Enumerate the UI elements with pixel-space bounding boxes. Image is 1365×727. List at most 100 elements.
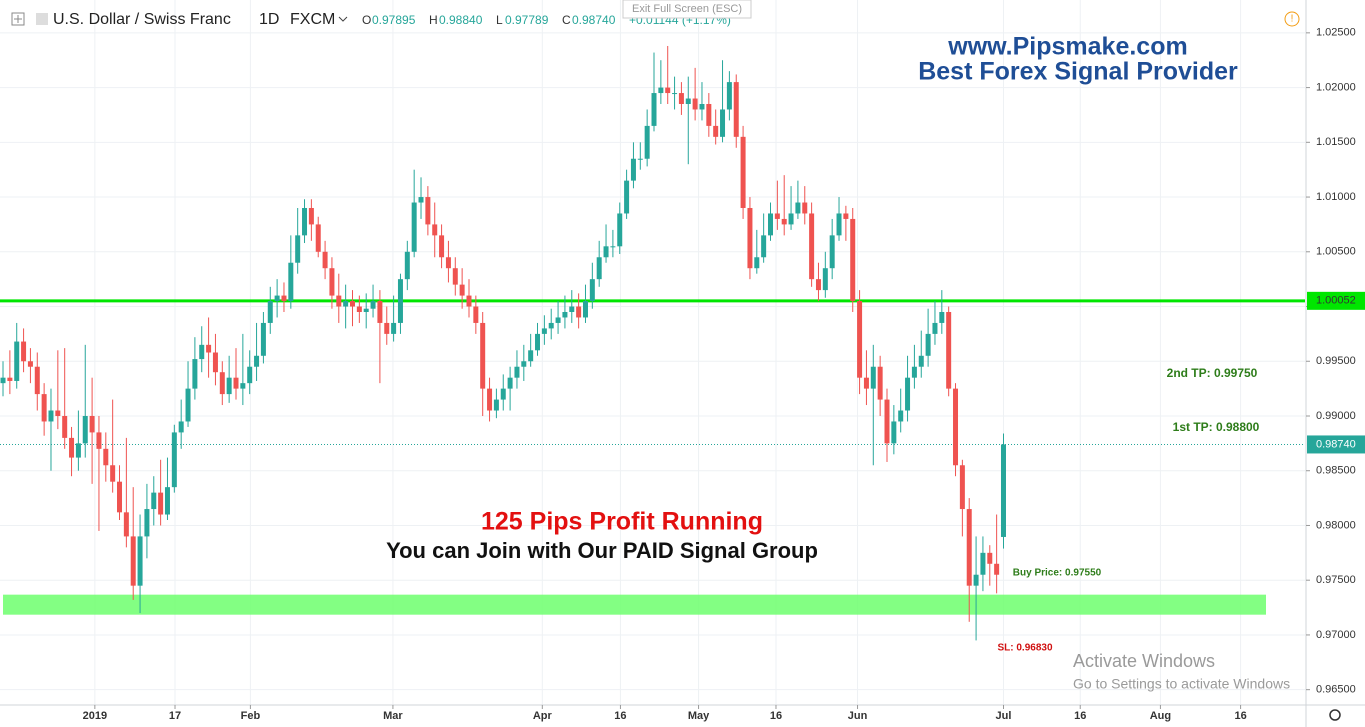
candle-body bbox=[151, 492, 157, 510]
y-tick-label: 0.99500 bbox=[1316, 355, 1356, 367]
candle-body bbox=[596, 257, 602, 280]
candle-body bbox=[932, 322, 938, 334]
y-tick-label: 1.02500 bbox=[1316, 27, 1356, 39]
ohlc-value: 0.97789 bbox=[505, 13, 549, 27]
candle-body bbox=[541, 328, 547, 334]
candle-body bbox=[678, 93, 684, 104]
y-tick-label: 0.98000 bbox=[1316, 519, 1356, 531]
candle-body bbox=[905, 377, 911, 411]
candle-body bbox=[425, 197, 431, 225]
candle-body bbox=[14, 341, 20, 381]
x-tick-label: 16 bbox=[770, 710, 782, 722]
x-tick-label: Feb bbox=[241, 710, 261, 722]
candle-body bbox=[260, 322, 266, 356]
candle-body bbox=[302, 207, 308, 236]
candle-body bbox=[870, 366, 876, 389]
interval[interactable]: 1D bbox=[259, 11, 279, 28]
ohlc-value: 0.97895 bbox=[372, 13, 416, 27]
candle-body bbox=[774, 213, 780, 219]
candle-body bbox=[178, 421, 184, 433]
candle-body bbox=[493, 399, 499, 411]
candle-body bbox=[576, 306, 582, 318]
candle-body bbox=[96, 432, 102, 449]
candle-body bbox=[315, 224, 321, 252]
candle-body bbox=[247, 366, 253, 384]
candle-body bbox=[987, 552, 993, 564]
candle-body bbox=[843, 213, 849, 219]
candle-body bbox=[0, 377, 6, 384]
candle-body bbox=[164, 487, 170, 515]
x-tick-label: Apr bbox=[533, 710, 553, 722]
buy-label: Buy Price: 0.97550 bbox=[1013, 568, 1102, 579]
y-tick-label: 1.01000 bbox=[1316, 191, 1356, 203]
candle-body bbox=[535, 333, 541, 351]
candle-body bbox=[877, 366, 883, 400]
candle-body bbox=[123, 512, 129, 537]
candle-body bbox=[665, 87, 671, 94]
candle-body bbox=[384, 322, 390, 334]
dropdown-icon[interactable] bbox=[338, 16, 348, 22]
candle-body bbox=[658, 87, 664, 94]
candle-body bbox=[356, 306, 362, 312]
candle-body bbox=[89, 415, 95, 433]
candle-body bbox=[857, 301, 863, 378]
candle-body bbox=[466, 295, 472, 307]
sl-label: SL: 0.96830 bbox=[997, 643, 1052, 654]
candle-body bbox=[720, 109, 726, 137]
header: U.S. Dollar / Swiss Franc 1D FXCM O 0.97… bbox=[11, 0, 1300, 28]
candle-body bbox=[377, 301, 383, 323]
alert-icon[interactable] bbox=[1284, 11, 1300, 27]
ohlc-value: 0.98840 bbox=[439, 13, 483, 27]
tp1-label: 1st TP: 0.98800 bbox=[1173, 420, 1260, 434]
axes: 0.96500 0.97000 0.97500 0.98000 0.98500 0.990… bbox=[83, 27, 1365, 722]
last-price-tag bbox=[1307, 435, 1365, 454]
candle-body bbox=[863, 377, 869, 389]
candle-body bbox=[439, 235, 445, 258]
candle-body bbox=[514, 366, 520, 378]
candle-body bbox=[939, 311, 945, 323]
candle-body bbox=[308, 207, 314, 225]
candle-body bbox=[480, 322, 486, 389]
expand-icon[interactable] bbox=[11, 12, 25, 26]
ohlc-label: H bbox=[429, 13, 438, 27]
watermark-tagline: Best Forex Signal Provider bbox=[918, 58, 1238, 86]
candle-body bbox=[206, 344, 212, 353]
candle-body bbox=[82, 415, 88, 444]
exit-fullscreen-button[interactable] bbox=[622, 0, 752, 19]
y-tick-label: 1.02000 bbox=[1316, 81, 1356, 93]
candle-body bbox=[548, 322, 554, 329]
settings-icon[interactable] bbox=[1329, 709, 1341, 721]
resistance-tag bbox=[1307, 291, 1365, 310]
support-zone bbox=[3, 594, 1266, 615]
candle-body bbox=[898, 410, 904, 422]
candle-body bbox=[980, 552, 986, 575]
candle-body bbox=[699, 103, 705, 110]
candle-body bbox=[555, 317, 561, 323]
candle-body bbox=[747, 207, 753, 269]
candle-body bbox=[829, 235, 835, 269]
candle-body bbox=[603, 246, 609, 258]
candle-body bbox=[822, 268, 828, 291]
candle-body bbox=[363, 308, 369, 312]
candle-body bbox=[199, 344, 205, 360]
candle-body bbox=[617, 213, 623, 247]
symbol-icon bbox=[36, 13, 48, 25]
symbol[interactable]: U.S. Dollar / Swiss Franc bbox=[53, 11, 231, 28]
x-tick-label: 2019 bbox=[83, 710, 107, 722]
candle-body bbox=[7, 377, 13, 381]
candle-body bbox=[212, 352, 218, 373]
candle-body bbox=[185, 388, 191, 422]
candle-body bbox=[397, 279, 403, 323]
x-tick-label: Mar bbox=[383, 710, 403, 722]
candle-body bbox=[48, 410, 54, 422]
candle-body bbox=[1000, 444, 1006, 537]
candle-body bbox=[158, 492, 164, 515]
x-tick-label: May bbox=[688, 710, 710, 722]
exit-fullscreen[interactable]: Exit Full Screen (ESC) bbox=[632, 3, 742, 15]
x-tick-label: 17 bbox=[169, 710, 181, 722]
candle-body bbox=[130, 536, 136, 586]
candle-body bbox=[103, 448, 109, 466]
candle-body bbox=[507, 377, 513, 389]
candle-body bbox=[925, 333, 931, 356]
